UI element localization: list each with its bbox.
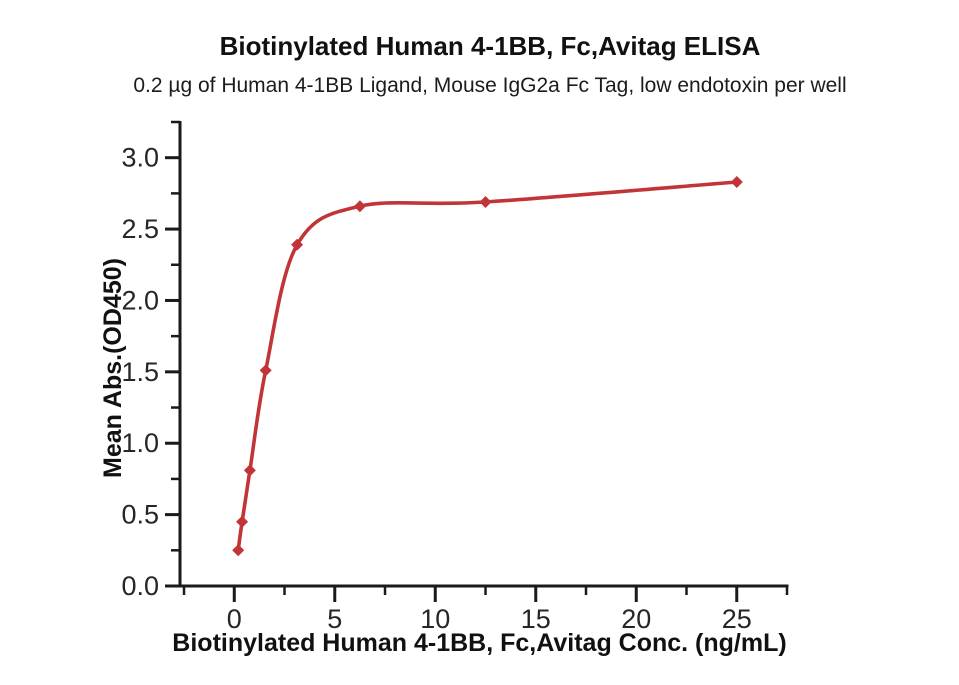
x-tick-label: 25 bbox=[722, 604, 752, 634]
x-axis-label: Biotinylated Human 4-1BB, Fc,Avitag Conc… bbox=[172, 629, 787, 657]
y-tick-label: 0.5 bbox=[121, 500, 159, 530]
y-tick-label: 1.0 bbox=[121, 428, 159, 458]
chart-title: Biotinylated Human 4-1BB, Fc,Avitag ELIS… bbox=[219, 31, 761, 61]
y-tick-label: 3.0 bbox=[121, 143, 159, 173]
y-tick-label: 1.5 bbox=[121, 357, 159, 387]
x-tick-label: 0 bbox=[227, 604, 242, 634]
y-axis-label: Mean Abs.(OD450) bbox=[99, 258, 127, 478]
data-point-marker bbox=[259, 364, 272, 377]
y-tick-label: 0.0 bbox=[121, 571, 159, 601]
data-point-marker bbox=[353, 200, 366, 213]
data-point-marker bbox=[232, 544, 245, 557]
chart-subtitle: 0.2 µg of Human 4-1BB Ligand, Mouse IgG2… bbox=[133, 74, 847, 97]
series-curve bbox=[236, 180, 739, 553]
y-tick-label: 2.5 bbox=[121, 214, 159, 244]
data-point-marker bbox=[291, 238, 304, 251]
data-point-marker bbox=[236, 515, 249, 528]
data-point-marker bbox=[243, 464, 256, 477]
x-tick-label: 5 bbox=[327, 604, 342, 634]
data-point-marker bbox=[730, 176, 743, 188]
x-tick-label: 10 bbox=[420, 604, 450, 634]
x-tick-label: 15 bbox=[521, 604, 551, 634]
x-tick-label: 20 bbox=[621, 604, 651, 634]
y-tick-label: 2.0 bbox=[121, 285, 159, 315]
data-point-marker bbox=[479, 196, 492, 208]
